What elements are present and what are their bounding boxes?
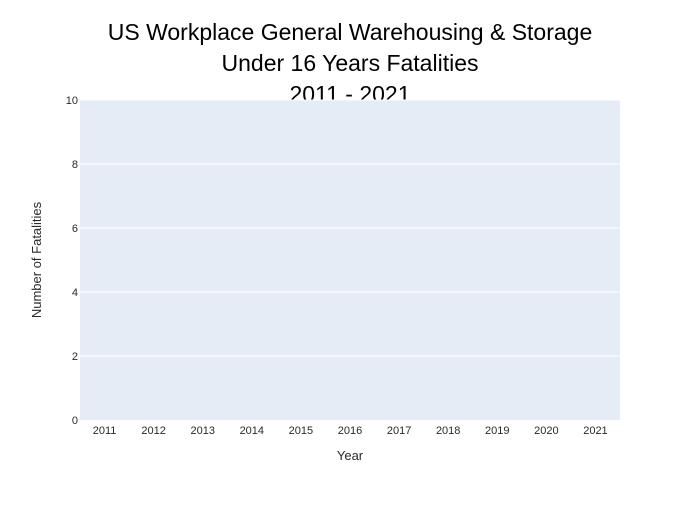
x-tick-label: 2015	[289, 425, 313, 437]
chart-title-line-2: Under 16 Years Fatalities	[222, 50, 479, 76]
x-tick-label: 2019	[485, 425, 509, 437]
x-tick-label: 2012	[141, 425, 165, 437]
y-tick-label: 8	[72, 159, 78, 171]
x-tick-label: 2013	[190, 425, 214, 437]
y-tick-label: 4	[72, 287, 78, 299]
y-tick-label: 6	[72, 223, 78, 235]
gridlines	[80, 99, 620, 357]
x-tick-label: 2011	[93, 425, 117, 437]
chart-title-line-1: US Workplace General Warehousing & Stora…	[108, 19, 593, 45]
x-axis-title: Year	[337, 448, 364, 463]
y-tick-label: 10	[66, 95, 78, 107]
x-tick-label: 2018	[436, 425, 460, 437]
plot-area	[80, 100, 620, 420]
y-axis-ticks: 0 2 4 6 8 10	[66, 95, 78, 427]
x-tick-label: 2020	[534, 425, 558, 437]
x-tick-label: 2017	[387, 425, 411, 437]
x-tick-label: 2016	[338, 425, 362, 437]
y-tick-label: 2	[72, 351, 78, 363]
y-axis-title: Number of Fatalities	[29, 201, 44, 318]
x-tick-label: 2021	[583, 425, 607, 437]
chart-title: US Workplace General Warehousing & Stora…	[108, 19, 593, 107]
x-axis-ticks: 2011 2012 2013 2014 2015 2016 2017 2018 2019 2020…	[93, 425, 608, 437]
y-tick-label: 0	[72, 415, 78, 427]
x-tick-label: 2014	[240, 425, 264, 437]
